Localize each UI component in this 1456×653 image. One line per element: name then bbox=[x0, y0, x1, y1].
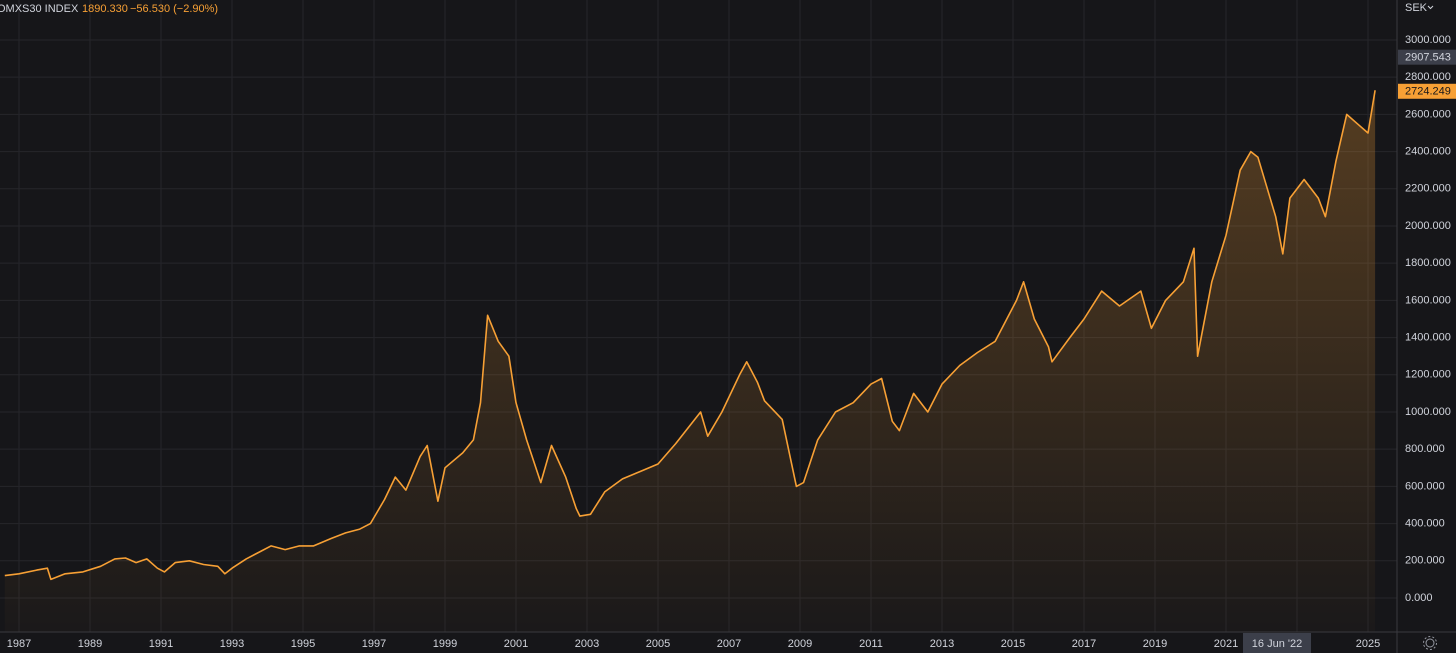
last-value-badge bbox=[1398, 83, 1456, 99]
crosshair-value-badge bbox=[1398, 49, 1456, 65]
settings-icon[interactable] bbox=[1423, 636, 1437, 650]
price: 1890.330 bbox=[82, 3, 128, 15]
x-tick-label: 1995 bbox=[291, 638, 315, 650]
x-tick-label: 2011 bbox=[859, 638, 883, 650]
y-tick-label: 1800.000 bbox=[1405, 257, 1451, 269]
plot bbox=[4, 90, 1376, 632]
x-tick-label: 2003 bbox=[575, 638, 599, 650]
y-tick-label: 600.000 bbox=[1405, 480, 1445, 492]
currency-caret[interactable] bbox=[1427, 5, 1434, 10]
y-tick-label: 3000.000 bbox=[1405, 34, 1451, 46]
y-tick-label: 1200.000 bbox=[1405, 369, 1451, 381]
y-tick-label: 1600.000 bbox=[1405, 294, 1451, 306]
crosshair-date: 16 Jun '22 bbox=[1252, 638, 1302, 650]
y-tick-label: 2600.000 bbox=[1405, 108, 1451, 120]
symbol: OMXS30 INDEX bbox=[0, 3, 79, 15]
crosshair-date-badge bbox=[1243, 633, 1311, 653]
last-value: 2724.249 bbox=[1405, 86, 1451, 98]
y-tick-label: 2400.000 bbox=[1405, 145, 1451, 157]
x-tick-label: 2015 bbox=[1001, 638, 1025, 650]
y-tick-label: 2000.000 bbox=[1405, 220, 1451, 232]
axes: 0.000 200.000 400.000 600.000 800.000 1000.00… bbox=[7, 34, 1456, 650]
x-tick-label: 2007 bbox=[717, 638, 741, 650]
x-tick-label: 2013 bbox=[930, 638, 954, 650]
currency[interactable]: SEK bbox=[1405, 2, 1428, 14]
y-tick-label: 200.000 bbox=[1405, 555, 1445, 567]
crosshair-value: 2907.543 bbox=[1405, 52, 1451, 64]
x-tick-label: 1993 bbox=[220, 638, 244, 650]
x-tick-label: 2017 bbox=[1072, 638, 1096, 650]
y-tick-label: 1400.000 bbox=[1405, 331, 1451, 343]
change: −56.530 (−2.90%) bbox=[130, 3, 218, 15]
y-tick-label: 2800.000 bbox=[1405, 71, 1451, 83]
x-tick-label: 1987 bbox=[7, 638, 31, 650]
area-fill bbox=[4, 90, 1376, 632]
y-tick-label: 400.000 bbox=[1405, 517, 1445, 529]
x-tick-label: 2019 bbox=[1143, 638, 1167, 650]
x-tick-label: 2001 bbox=[504, 638, 528, 650]
price-line bbox=[4, 90, 1376, 581]
y-tick-label: 1000.000 bbox=[1405, 406, 1451, 418]
x-tick-label: 2009 bbox=[788, 638, 812, 650]
y-tick-label: 0.000 bbox=[1405, 592, 1433, 604]
x-tick-label: 1997 bbox=[362, 638, 386, 650]
y-tick-label: 800.000 bbox=[1405, 443, 1445, 455]
x-tick-label: 2005 bbox=[646, 638, 670, 650]
x-tick-label: 2021 bbox=[1214, 638, 1238, 650]
x-tick-label: 2025 bbox=[1356, 638, 1380, 650]
y-tick-label: 2200.000 bbox=[1405, 183, 1451, 195]
x-tick-label: 1989 bbox=[78, 638, 102, 650]
x-tick-label: 1991 bbox=[149, 638, 173, 650]
x-tick-label: 1999 bbox=[433, 638, 457, 650]
